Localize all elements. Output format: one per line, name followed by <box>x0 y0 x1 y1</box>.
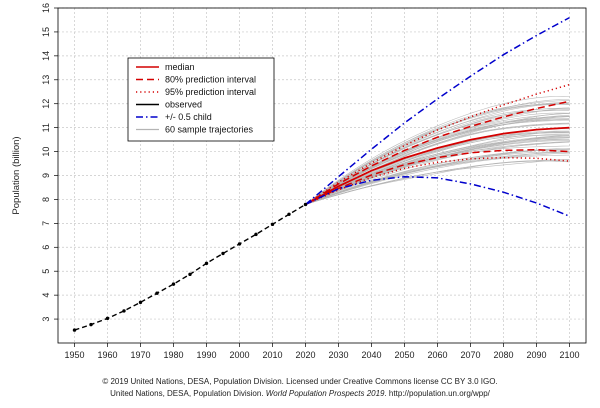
x-tick-label: 2010 <box>262 350 282 360</box>
observed-point <box>188 272 192 277</box>
sample-trajectory-line <box>305 118 570 205</box>
credit-line-2-suffix: . http://population.un.org/wpp/ <box>384 389 490 398</box>
y-tick-label: 3 <box>41 317 51 322</box>
observed-point <box>287 212 291 216</box>
series-line <box>305 175 570 217</box>
observed-point <box>89 322 93 327</box>
y-tick-label: 6 <box>41 245 51 250</box>
x-tick-label: 2030 <box>328 350 348 360</box>
axes: 1950 1960 1970 1980 1990 2000 2010 2020 2030 2040… <box>41 3 580 360</box>
x-tick-label: 1960 <box>97 350 117 360</box>
observed-point <box>270 222 275 227</box>
x-tick-label: 2100 <box>559 350 579 360</box>
legend-label: 95% prediction interval <box>165 87 256 97</box>
y-tick-label: 12 <box>41 99 51 109</box>
y-tick-label: 13 <box>41 75 51 85</box>
observed-point <box>122 309 126 313</box>
x-tick-label: 2000 <box>229 350 249 360</box>
x-tick-label: 2060 <box>427 350 447 360</box>
sample-trajectory-line <box>305 135 570 205</box>
x-tick-label: 2040 <box>361 350 381 360</box>
credit-line-2-prefix: United Nations, DESA, Population Divisio… <box>110 389 266 398</box>
observed-point <box>254 232 258 237</box>
series-lines <box>305 16 570 217</box>
sample-trajectory-line <box>305 116 570 205</box>
y-tick-label: 14 <box>41 51 51 61</box>
series-line <box>305 156 570 206</box>
sample-trajectory-line <box>305 159 570 205</box>
y-tick-label: 11 <box>41 123 51 132</box>
sample-trajectory-line <box>305 107 570 205</box>
sample-trajectory-line <box>305 145 570 205</box>
observed-point <box>138 300 143 305</box>
sample-trajectory-line <box>305 151 570 205</box>
sample-trajectory-line <box>305 113 570 205</box>
observed-point <box>72 328 77 332</box>
sample-trajectory-line <box>305 96 570 205</box>
y-tick-label: 4 <box>41 293 51 298</box>
x-tick-label: 1990 <box>196 350 216 360</box>
sample-trajectory-line <box>305 107 570 205</box>
sample-trajectory-line <box>305 104 570 205</box>
legend-label: +/- 0.5 child <box>165 112 212 122</box>
observed-point <box>303 202 308 207</box>
observed-point <box>155 291 159 295</box>
sample-trajectory-line <box>305 148 570 205</box>
y-axis-title: Population (billion) <box>11 136 22 214</box>
x-tick-label: 1950 <box>64 350 84 360</box>
sample-trajectory-line <box>305 100 570 205</box>
x-tick-label: 2090 <box>526 350 546 360</box>
y-tick-label: 7 <box>41 221 51 226</box>
x-tick-label: 1980 <box>163 350 183 360</box>
observed-series <box>72 202 308 332</box>
observed-point <box>237 242 242 246</box>
credit-line-2-title: World Population Prospects 2019 <box>265 389 385 398</box>
series-line <box>305 126 570 206</box>
y-tick-label: 10 <box>41 147 51 157</box>
y-tick-label: 9 <box>41 173 51 178</box>
legend-label: 60 sample trajectories <box>165 125 254 135</box>
x-tick-label: 2070 <box>460 350 480 360</box>
legend-label: median <box>165 62 195 72</box>
y-tick-label: 8 <box>41 197 51 202</box>
credit-line-1: © 2019 United Nations, DESA, Population … <box>102 377 498 386</box>
x-tick-label: 2050 <box>394 350 414 360</box>
sample-trajectory-line <box>305 154 570 205</box>
y-tick-label: 16 <box>41 3 51 13</box>
y-tick-label: 15 <box>41 27 51 37</box>
series-line <box>305 100 570 206</box>
sample-trajectories <box>305 96 570 205</box>
observed-point <box>221 251 225 256</box>
legend-box <box>127 57 275 142</box>
legend-label: 80% prediction interval <box>165 75 256 85</box>
y-tick-label: 5 <box>41 269 51 274</box>
x-tick-label: 1970 <box>130 350 150 360</box>
x-tick-label: 2020 <box>295 350 315 360</box>
observed-point <box>171 282 176 286</box>
x-tick-label: 2080 <box>493 350 513 360</box>
legend-label: observed <box>165 100 202 110</box>
credit-line-2: United Nations, DESA, Population Divisio… <box>0 389 600 398</box>
legend: median 80% prediction interval 95% predict… <box>127 57 275 142</box>
observed-point <box>105 316 110 321</box>
observed-point <box>204 261 209 266</box>
series-line <box>305 148 570 206</box>
series-line <box>305 83 570 206</box>
